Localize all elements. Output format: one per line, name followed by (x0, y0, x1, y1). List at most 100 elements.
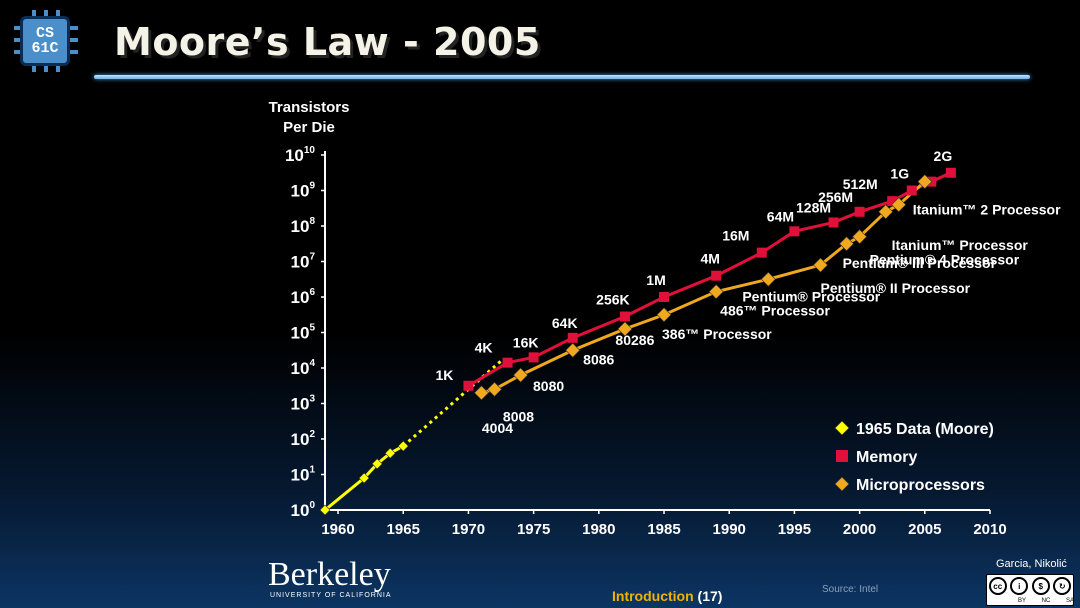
microprocessor-point (708, 284, 724, 300)
page-title: Moore’s Law - 2005 (114, 20, 541, 64)
processor-label: 4004 (482, 420, 513, 436)
x-tick-label: 2010 (973, 521, 1006, 538)
y-axis-label: Per Die (283, 119, 335, 136)
legend-marker (834, 420, 850, 436)
memory-label: 256K (596, 292, 629, 308)
footer-section: Introduction (17) (612, 588, 722, 604)
x-tick-label: 1970 (452, 521, 485, 538)
memory-point (906, 185, 917, 196)
legend-label: Microprocessors (856, 477, 985, 494)
memory-point (789, 226, 800, 237)
y-tick-base: 10 (291, 501, 310, 520)
processor-label: Pentium® III Processor (843, 255, 997, 271)
y-tick-base: 10 (291, 324, 310, 343)
license-nc: NC (1041, 598, 1051, 604)
memory-label: 512M (843, 176, 878, 192)
berkeley-logo-sub: UNIVERSITY OF CALIFORNIA (270, 592, 392, 599)
series-line (481, 180, 926, 395)
y-tick-label: 101 (291, 465, 316, 485)
microprocessor-point (917, 174, 933, 190)
microprocessor-point (760, 271, 776, 287)
microprocessor-point (852, 229, 868, 245)
y-tick-exponent: 6 (309, 287, 315, 298)
legend-label: Memory (856, 449, 917, 466)
memory-label: 4K (475, 340, 493, 356)
processor-label: Pentium® Processor (742, 288, 880, 304)
memory-label: 1K (435, 367, 453, 383)
y-tick-base: 10 (291, 395, 310, 414)
microprocessor-point (891, 197, 907, 213)
processor-label: 8008 (503, 408, 534, 424)
x-tick-label: 1975 (517, 521, 550, 538)
processor-label: Pentium® 4 Processor (870, 252, 1020, 268)
memory-point (567, 332, 578, 343)
legend-marker (834, 476, 850, 492)
y-tick-label: 109 (291, 181, 316, 201)
memory-point (463, 380, 474, 391)
y-tick-exponent: 9 (309, 181, 315, 192)
y-tick-base: 10 (291, 288, 310, 307)
processor-label: Itanium™ 2 Processor (913, 202, 1061, 218)
sa-icon: ↻ (1053, 577, 1072, 595)
license-by: BY (1018, 598, 1027, 604)
memory-point (528, 352, 539, 363)
moore-data-point (384, 447, 396, 459)
microprocessor-point (565, 342, 581, 358)
x-tick-label: 1980 (582, 521, 615, 538)
memory-label: 256M (818, 189, 853, 205)
y-tick-exponent: 4 (309, 358, 315, 369)
y-tick-exponent: 3 (309, 394, 315, 405)
memory-label: 16K (513, 334, 539, 350)
x-tick-label: 1960 (321, 521, 354, 538)
microprocessor-point (474, 385, 489, 401)
source-note: Source: Intel (822, 584, 879, 595)
memory-label: 16M (722, 228, 749, 244)
y-tick-exponent: 10 (304, 145, 316, 156)
moore-data-point (358, 472, 370, 484)
microprocessor-point (813, 257, 828, 273)
memory-label: 1M (646, 272, 665, 288)
moore-data-point (319, 504, 331, 516)
memory-point (887, 196, 898, 207)
memory-label: 128M (796, 199, 831, 215)
cc-license-labels: BY NC SA (1018, 598, 1074, 604)
memory-point (756, 247, 767, 258)
microprocessor-point (878, 204, 894, 220)
memory-point (619, 311, 630, 322)
y-tick-base: 10 (291, 217, 310, 236)
y-tick-base: 10 (291, 466, 310, 485)
processor-label: 80286 (615, 332, 654, 348)
legend-label: 1965 Data (Moore) (856, 421, 994, 438)
memory-point (828, 217, 839, 228)
x-tick-label: 2000 (843, 521, 876, 538)
y-tick-label: 107 (291, 252, 316, 272)
y-tick-exponent: 8 (309, 216, 315, 227)
memory-point (711, 270, 722, 281)
x-tick-label: 1965 (387, 521, 420, 538)
processor-label: 8080 (533, 378, 564, 394)
cs61c-logo: CS 61C (14, 10, 78, 72)
memory-label: 1G (890, 166, 909, 182)
microprocessor-point (487, 381, 502, 397)
logo-line2: 61C (31, 40, 59, 57)
page-number: (17) (697, 588, 723, 604)
memory-label: 64K (552, 315, 578, 331)
processor-label: Itanium™ Processor (892, 237, 1029, 253)
by-icon: i (1010, 577, 1029, 595)
memory-point (502, 357, 513, 368)
x-tick-label: 1985 (647, 521, 680, 538)
legend-marker (836, 450, 848, 462)
microprocessor-point (513, 367, 529, 383)
y-tick-base: 10 (291, 430, 310, 449)
processor-label: 386™ Processor (662, 326, 772, 342)
memory-point (854, 206, 865, 217)
license-sa: SA (1065, 598, 1074, 604)
logo-line1: CS (35, 25, 54, 42)
moore-data-point (371, 458, 383, 470)
cc-license-badge: cc i $ ↻ (986, 574, 1074, 606)
memory-point (659, 292, 670, 302)
x-tick-label: 2005 (908, 521, 941, 538)
processor-label: Pentium® II Processor (820, 280, 970, 296)
y-tick-base: 10 (291, 359, 310, 378)
